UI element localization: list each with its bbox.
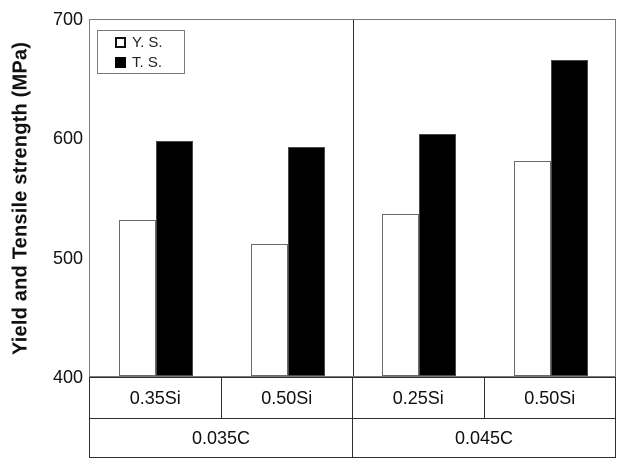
- carbon-category-cell: 0.035C: [191, 427, 251, 448]
- silicon-category-cell: 0.25Si: [352, 378, 484, 418]
- carbon-category-row: 0.035C 0.045C: [90, 419, 615, 457]
- tensile-strength-bar-0.50Si: [551, 60, 588, 376]
- silicon-category-row: 0.35Si 0.50Si 0.25Si 0.50Si: [90, 377, 615, 419]
- y-tick-label: 500: [52, 247, 83, 268]
- carbon-category-cell: 0.045C: [352, 419, 615, 457]
- plot-area: Y. S. T. S.: [89, 19, 616, 377]
- y-tick-label: 700: [52, 9, 83, 29]
- yield-strength-bar-0.50Si: [251, 244, 288, 376]
- tensile-strength-bar-0.25Si: [419, 134, 456, 376]
- category-table: 0.35Si 0.50Si 0.25Si 0.50Si 0.035C 0.045C: [89, 377, 616, 458]
- silicon-category-cell: 0.50Si: [483, 378, 616, 418]
- legend-item-yield-strength: Y. S.: [115, 34, 184, 51]
- yield-strength-marker-square: [115, 36, 126, 48]
- panel-divider-line: [353, 20, 354, 376]
- yield-strength-bar-0.50Si: [514, 161, 551, 376]
- y-axis-title: Yield and Tensile strength (MPa): [9, 41, 32, 355]
- legend-label-ys: Y. S.: [132, 33, 163, 51]
- tensile-strength-bar-0.50Si: [288, 147, 325, 376]
- y-tick-label: 400: [52, 367, 83, 387]
- legend: Y. S. T. S.: [97, 30, 185, 74]
- yield-strength-bar-0.25Si: [382, 214, 419, 376]
- legend-label-ts: T. S.: [132, 53, 163, 71]
- tensile-strength-marker-square: [115, 56, 126, 68]
- yield-strength-bar-0.35Si: [119, 220, 156, 376]
- tensile-strength-bar-0.35Si: [156, 141, 193, 376]
- y-tick-label: 600: [52, 128, 83, 149]
- silicon-category-cell: 0.35Si: [129, 387, 181, 408]
- legend-item-tensile-strength: T. S.: [115, 54, 184, 71]
- silicon-category-cell: 0.50Si: [220, 378, 353, 418]
